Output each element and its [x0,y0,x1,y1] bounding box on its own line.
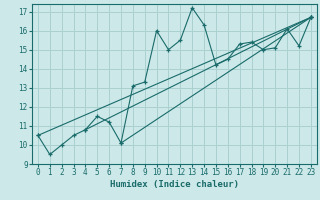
X-axis label: Humidex (Indice chaleur): Humidex (Indice chaleur) [110,180,239,189]
